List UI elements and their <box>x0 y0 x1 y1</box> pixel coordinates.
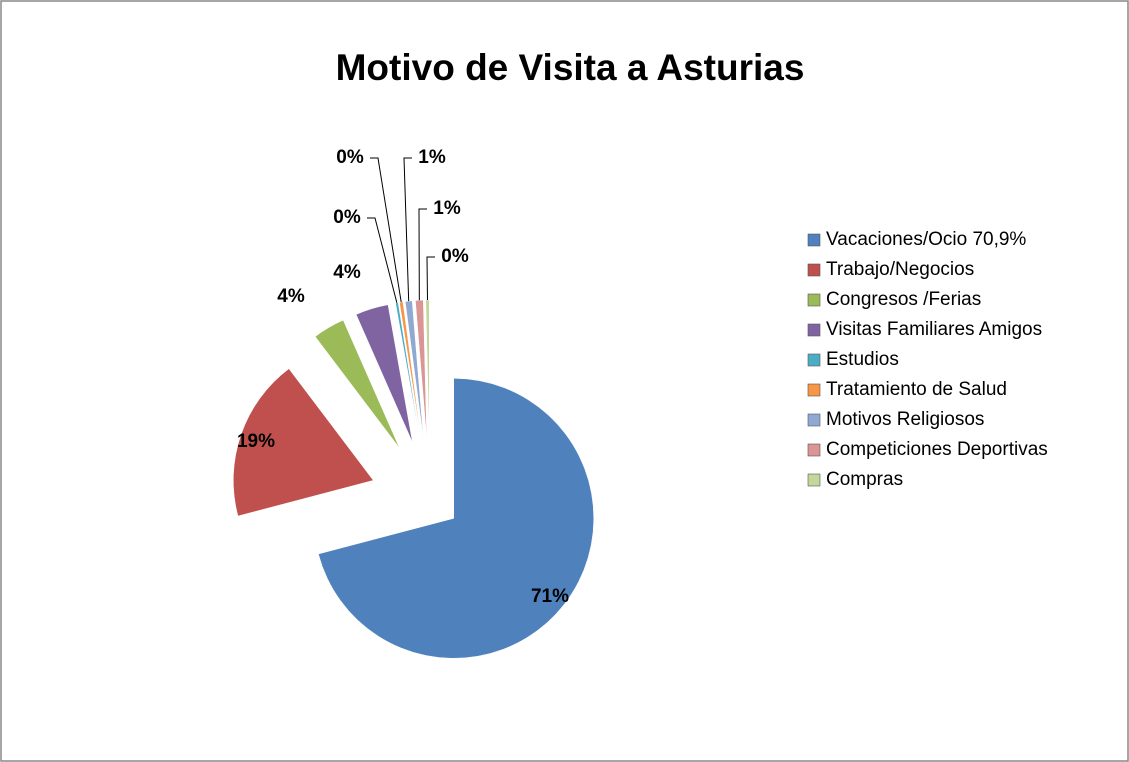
legend-swatch <box>807 293 821 307</box>
data-label: 1% <box>433 198 461 219</box>
data-label: 4% <box>333 262 361 283</box>
leader-line <box>403 157 412 302</box>
legend-swatch <box>807 263 821 277</box>
pie-slice <box>233 368 374 517</box>
legend-label: Compras <box>826 469 903 490</box>
leader-line <box>370 157 402 303</box>
legend-label: Motivos Religiosos <box>826 409 984 430</box>
data-label: 0% <box>333 207 361 228</box>
pie-slice <box>318 378 594 659</box>
leader-line <box>418 208 427 301</box>
data-label: 0% <box>336 147 364 168</box>
data-label: 4% <box>277 286 305 307</box>
legend-label: Competiciones Deportivas <box>826 439 1048 460</box>
data-label: 1% <box>418 147 446 168</box>
legend-swatch <box>807 353 821 367</box>
legend-swatch <box>807 323 821 337</box>
leader-line <box>367 217 398 303</box>
legend-label: Tratamiento de Salud <box>826 379 1007 400</box>
legend-label: Visitas Familiares Amigos <box>826 319 1042 340</box>
pie-slice <box>355 304 413 443</box>
legend-label: Congresos /Ferias <box>826 289 981 310</box>
pie-slice <box>425 299 430 441</box>
legend-swatch <box>807 383 821 397</box>
legend-label: Estudios <box>826 349 899 370</box>
legend-swatch <box>807 413 821 427</box>
leader-line <box>426 256 435 301</box>
legend-label: Vacaciones/Ocio 70,9% <box>826 229 1026 250</box>
data-label: 19% <box>237 431 275 452</box>
pie-slice <box>314 319 400 449</box>
data-label: 71% <box>531 586 569 607</box>
legend-swatch <box>807 443 821 457</box>
chart-title: Motivo de Visita a Asturias <box>336 47 805 88</box>
data-label: 0% <box>441 246 469 267</box>
legend-label: Trabajo/Negocios <box>826 259 974 280</box>
pie-slice <box>404 300 424 441</box>
legend-swatch <box>807 233 821 247</box>
legend-swatch <box>807 473 821 487</box>
